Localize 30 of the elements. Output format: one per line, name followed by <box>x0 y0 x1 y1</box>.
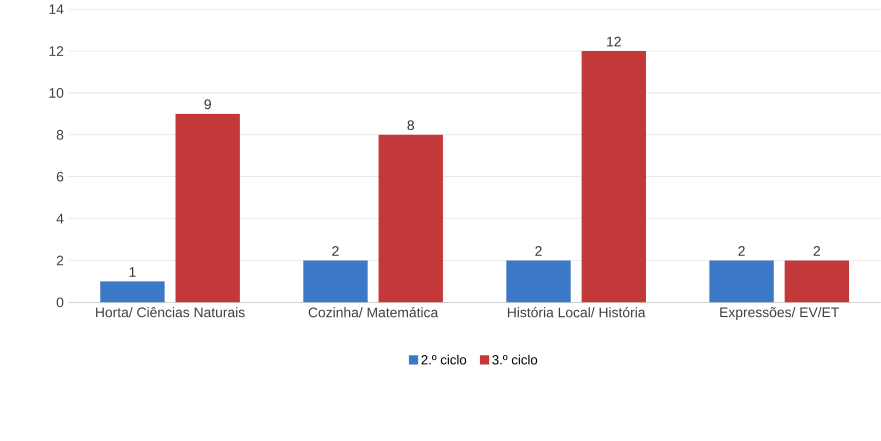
data-label: 2 <box>738 246 745 256</box>
bar <box>378 135 443 303</box>
data-label: 1 <box>130 267 136 277</box>
bar <box>506 260 571 303</box>
x-tick-label: Horta/ Ciências Naturais <box>96 307 245 318</box>
y-tick-label: 2 <box>56 256 64 266</box>
y-tick-label: 6 <box>56 172 64 182</box>
y-tick-label: 14 <box>50 4 64 14</box>
bar <box>582 51 646 303</box>
bar <box>176 114 240 303</box>
x-tick-label: História Local/ História <box>508 307 646 318</box>
legend-label: 3.º ciclo <box>492 355 538 365</box>
y-tick-label: 0 <box>56 298 64 308</box>
x-tick-label: Cozinha/ Matemática <box>308 307 438 318</box>
y-tick-label: 12 <box>50 46 64 56</box>
data-label: 2 <box>535 246 542 256</box>
y-tick-label: 10 <box>50 88 64 98</box>
data-label: 12 <box>607 36 621 47</box>
bar <box>709 260 774 303</box>
y-tick-label: 4 <box>56 214 64 224</box>
data-label: 2 <box>814 246 820 256</box>
data-label: 8 <box>408 120 414 130</box>
bar <box>784 260 850 303</box>
data-label: 9 <box>204 100 211 110</box>
legend-label: 2.º ciclo <box>421 355 466 365</box>
bar <box>303 260 368 303</box>
data-label: 2 <box>332 246 339 256</box>
bar <box>100 282 165 303</box>
y-tick-label: 8 <box>56 130 64 140</box>
x-tick-label: Expressões/ EV/ET <box>720 307 839 320</box>
